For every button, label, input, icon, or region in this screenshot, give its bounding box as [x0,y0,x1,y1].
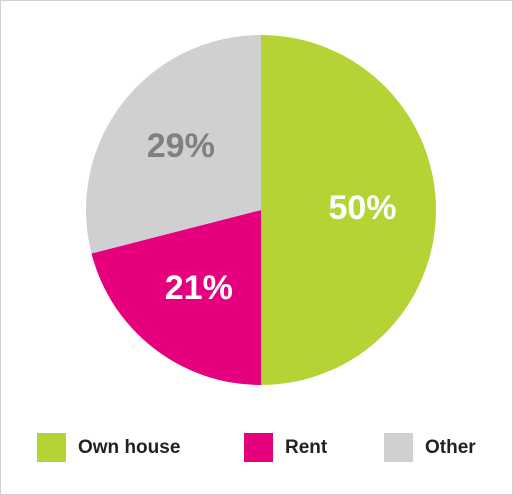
slice-label: 50% [328,189,396,227]
pie-slice [85,35,261,254]
legend-swatch [37,433,66,462]
slice-label: 29% [147,127,215,165]
legend-swatch [244,433,273,462]
legend-label: Own house [78,437,180,458]
pie-slice [91,210,261,385]
legend-swatch [384,433,413,462]
pie-slice [261,35,436,385]
legend-label: Rent [285,437,328,458]
slice-label: 21% [165,269,233,307]
legend-label: Other [425,437,476,458]
